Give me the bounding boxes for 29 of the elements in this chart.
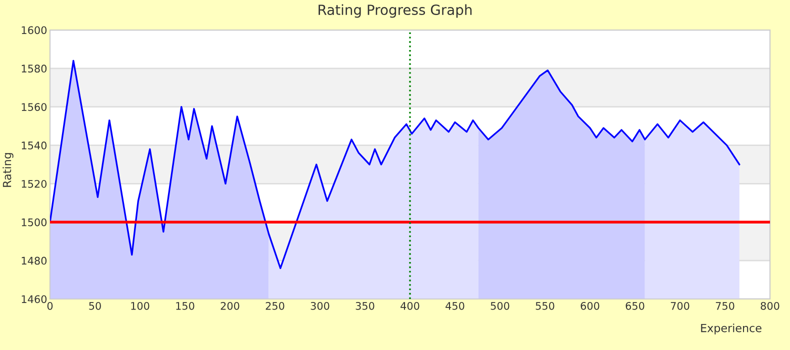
y-tick-label: 1480 xyxy=(22,256,47,265)
x-tick-label: 400 xyxy=(400,302,420,310)
line-series xyxy=(50,60,740,270)
y-tick-label: 1520 xyxy=(22,180,47,188)
y-tick-label: 1600 xyxy=(22,26,47,34)
x-tick-label: 550 xyxy=(536,302,554,310)
y-tick-label: 1580 xyxy=(22,64,47,73)
x-tick-label: 350 xyxy=(356,302,374,310)
y-tick-label: 1560 xyxy=(22,103,47,111)
x-tick-label: 0 xyxy=(47,302,53,310)
x-tick-label: 150 xyxy=(176,302,194,310)
x-axis-title: Experience xyxy=(701,324,762,334)
y-tick-label: 1460 xyxy=(22,295,47,304)
y-axis-title: Rating xyxy=(2,153,14,187)
x-tick-label: 450 xyxy=(446,302,464,310)
x-tick-label: 300 xyxy=(310,302,330,310)
x-tick-label: 650 xyxy=(626,302,644,310)
chart-title: Rating Progress Graph xyxy=(318,4,472,18)
x-tick-label: 500 xyxy=(490,302,510,310)
x-tick-label: 700 xyxy=(670,302,690,310)
x-tick-label: 800 xyxy=(760,302,780,310)
x-tick-label: 750 xyxy=(716,302,734,310)
x-tick-label: 100 xyxy=(131,302,150,310)
x-tick-label: 250 xyxy=(266,302,284,310)
x-tick-label: 200 xyxy=(220,302,240,310)
y-tick-label: 1500 xyxy=(22,218,47,226)
x-tick-label: 600 xyxy=(580,302,600,310)
y-tick-label: 1540 xyxy=(22,142,47,150)
x-tick-label: 50 xyxy=(89,302,101,310)
